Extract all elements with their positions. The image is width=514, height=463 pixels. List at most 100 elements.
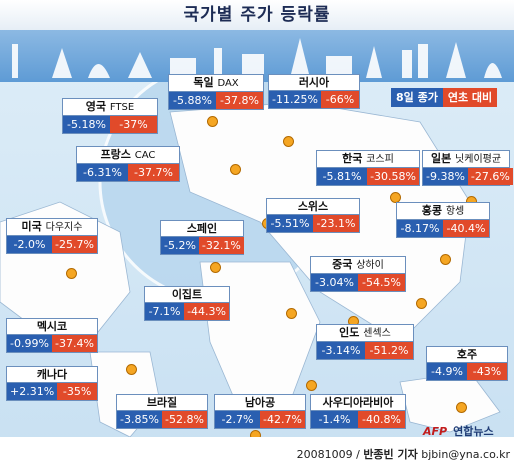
country-name: 미국 [21, 220, 42, 233]
footer: 20081009 / 반종빈 기자 bjbin@yna.co.kr [0, 437, 514, 463]
country-name: 남아공 [244, 396, 276, 409]
country-name: 일본 [430, 152, 452, 165]
country-name: 스페인 [186, 222, 218, 235]
daily-change: -7.1% [145, 303, 185, 320]
africa-landmass [199, 261, 321, 413]
yearly-change: -40.8% [358, 411, 405, 428]
card-france: 프랑스 CAC -6.31% -37.7% [76, 146, 180, 182]
daily-change: -9.38% [423, 168, 468, 185]
card-canada: 캐나다 +2.31% -35% [6, 366, 98, 401]
yearly-change: -43% [467, 363, 507, 380]
daily-change: -11.25% [269, 91, 321, 108]
index-name: 센섹스 [363, 328, 391, 339]
spire-icon [446, 42, 466, 78]
eiffel-tower-icon [290, 38, 310, 78]
daily-change: -6.31% [77, 164, 128, 181]
mountain-icon [128, 52, 152, 78]
yearly-change: -42.7% [260, 411, 305, 428]
card-mexico: 멕시코 -0.99% -37.4% [6, 318, 98, 353]
daily-change: -4.9% [427, 363, 467, 380]
title-bar: 국가별 주가 등락률 [0, 0, 514, 30]
card-uk: 영국 FTSE -5.18% -37% [62, 98, 158, 134]
tower-icon [214, 48, 222, 78]
country-name: 인도 [339, 326, 360, 339]
yearly-change: -32.1% [198, 237, 244, 254]
country-name: 러시아 [298, 76, 330, 89]
index-name: 닛케이평균 [455, 154, 502, 165]
country-name: 캐나다 [36, 368, 68, 381]
yearly-change: -35% [57, 383, 97, 400]
yearly-change: -52.8% [162, 411, 207, 428]
yearly-change: -37.4% [52, 335, 97, 352]
statue-of-liberty-icon [12, 44, 18, 78]
card-usa: 미국 다우지수 -2.0% -25.7% [6, 218, 98, 254]
marker-hongkong [440, 254, 451, 265]
daily-change: -5.18% [63, 116, 110, 133]
marker-saudi [306, 380, 317, 391]
marker-france [230, 164, 241, 175]
legend-daily: 8일 종가 [391, 88, 443, 107]
marker-usa [66, 268, 77, 279]
yearly-change: -37.8% [216, 92, 263, 109]
yearly-change: -40.4% [443, 220, 489, 237]
card-swiss: 스위스 -5.51% -23.1% [266, 198, 360, 233]
daily-change: -5.88% [169, 92, 216, 109]
daily-change: -5.51% [267, 215, 313, 232]
country-name: 영국 [85, 100, 107, 113]
marker-australia [456, 402, 467, 413]
yearly-change: -66% [320, 91, 359, 108]
yearly-change: -30.58% [367, 168, 419, 185]
index-name: 상하이 [356, 260, 384, 271]
daily-change: -8.17% [397, 220, 443, 237]
country-name: 독일 [193, 76, 214, 89]
yearly-change: -44.3% [184, 303, 229, 320]
card-india: 인도 센섹스 -3.14% -51.2% [316, 324, 414, 360]
country-name: 브라질 [146, 396, 178, 409]
country-name: 한국 [342, 152, 363, 165]
card-japan: 일본 닛케이평균 -9.38% -27.6% [422, 150, 513, 186]
daily-change: -2.0% [7, 236, 52, 253]
card-germany: 독일 DAX -5.88% -37.8% [168, 74, 264, 110]
country-name: 프랑스 [100, 148, 131, 161]
yearly-change: -37% [110, 116, 157, 133]
index-name: 다우지수 [45, 222, 83, 233]
daily-change: +2.31% [7, 383, 58, 400]
index-name: DAX [217, 78, 239, 89]
country-name: 스위스 [297, 200, 329, 213]
country-name: 중국 [332, 258, 353, 271]
daily-change: -5.81% [317, 168, 368, 185]
card-korea: 한국 코스피 -5.81% -30.58% [316, 150, 420, 186]
marker-korea [390, 192, 401, 203]
daily-change: -1.4% [311, 411, 358, 428]
country-name: 사우디아라비아 [322, 396, 394, 409]
country-name: 홍콩 [421, 204, 442, 217]
marker-china [416, 298, 427, 309]
twin-tower-icon [418, 44, 428, 78]
marker-egypt [286, 308, 297, 319]
credit-line: 20081009 / 반종빈 기자 bjbin@yna.co.kr [296, 448, 510, 461]
yearly-change: -51.2% [365, 342, 413, 359]
landmark-skyline [0, 30, 514, 82]
daily-change: -5.2% [161, 237, 199, 254]
index-name: FTSE [109, 102, 135, 113]
card-hongkong: 홍콩 항셍 -8.17% -40.4% [396, 202, 490, 238]
daily-change: -3.85% [117, 411, 162, 428]
building-icon [170, 58, 196, 78]
merlion-icon [484, 63, 502, 78]
palace-icon [326, 56, 352, 78]
marker-brazil [126, 364, 137, 375]
agency-logos: AFP 연합뉴스 [423, 423, 494, 439]
pyramid-icon [52, 48, 72, 78]
pagoda-icon [366, 46, 382, 78]
marker-russia [283, 136, 294, 147]
landmark-icons [12, 38, 502, 78]
afp-logo: AFP [423, 425, 448, 438]
opera-house-icon [88, 64, 110, 78]
country-name: 멕시코 [36, 320, 68, 333]
legend: 8일 종가 연초 대비 [391, 88, 498, 107]
index-name: CAC [134, 150, 156, 161]
daily-change: -3.04% [311, 274, 358, 291]
credit-reporter: 반종빈 기자 [363, 448, 418, 461]
daily-change: -2.7% [215, 411, 260, 428]
